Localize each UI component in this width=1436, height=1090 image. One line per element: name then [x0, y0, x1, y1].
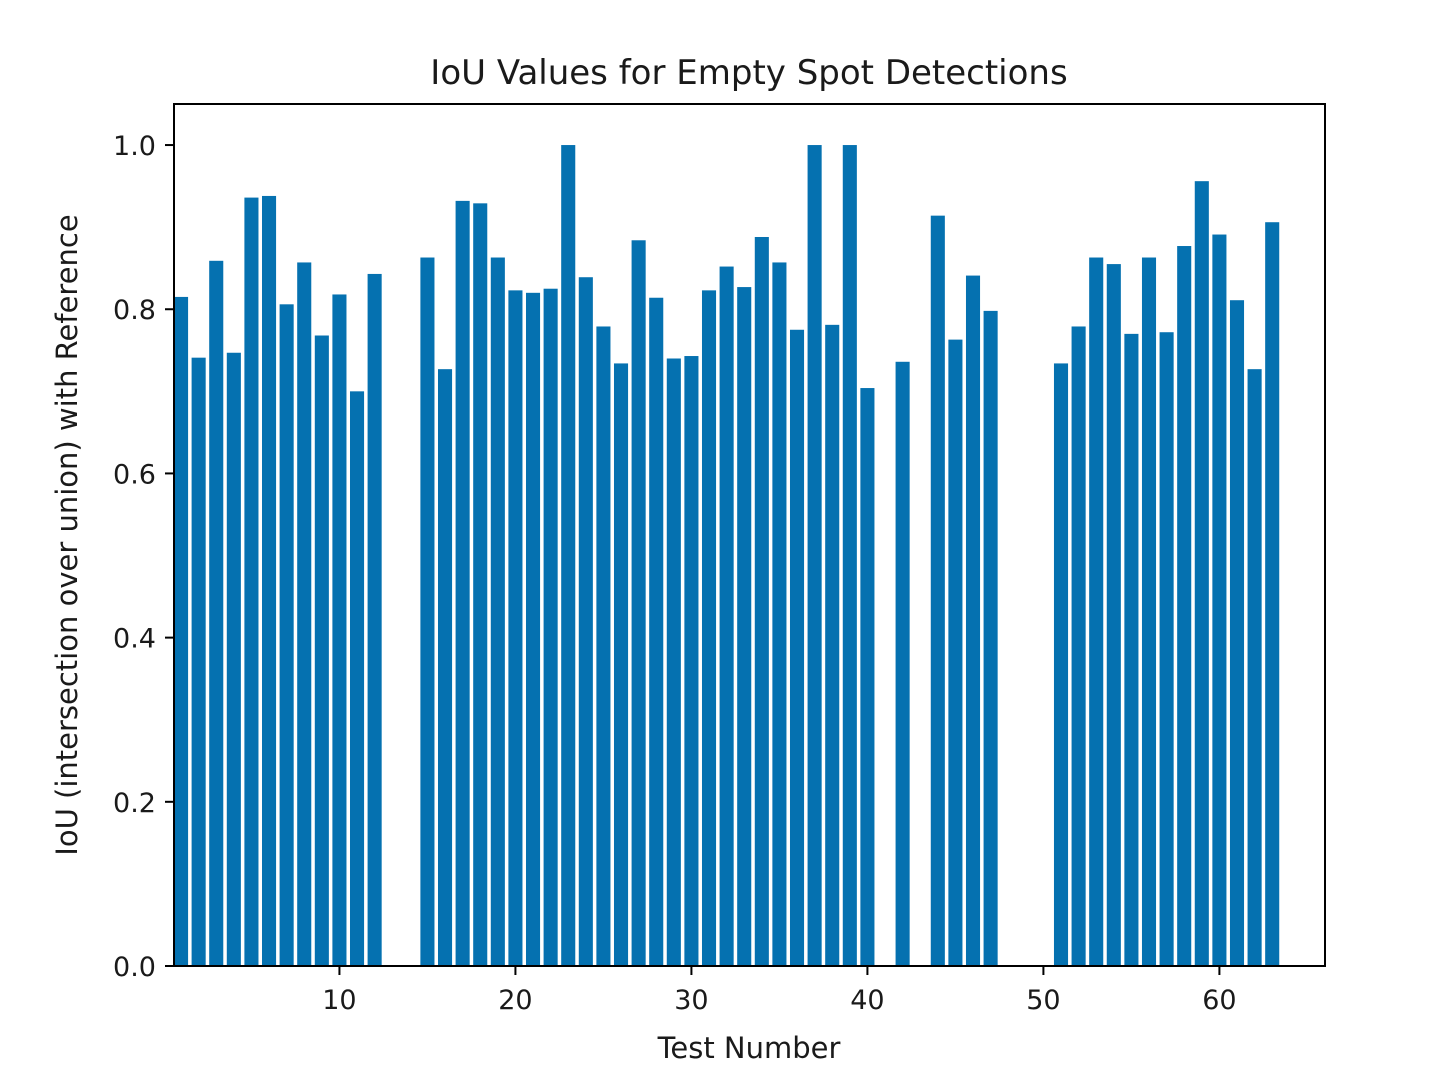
y-tick-label: 1.0: [113, 131, 156, 162]
bar-test-8: [297, 262, 312, 966]
chart-title: IoU Values for Empty Spot Detections: [430, 53, 1067, 93]
bar-test-26: [613, 363, 629, 966]
bar-test-30: [684, 356, 699, 967]
bar-test-21: [525, 292, 541, 966]
bar-test-53: [1089, 257, 1104, 967]
bar-test-52: [1071, 326, 1086, 966]
bar-test-12: [367, 273, 382, 966]
bar-test-15: [420, 257, 435, 967]
bar-test-35: [772, 262, 787, 966]
bar-test-58: [1177, 246, 1192, 966]
bar-test-62: [1247, 369, 1262, 967]
plot-frame: [173, 103, 1326, 967]
bar-test-3: [209, 260, 224, 967]
bar-test-57: [1159, 332, 1174, 967]
bar-test-55: [1124, 333, 1139, 966]
bar-test-29: [666, 358, 681, 966]
x-tick-label: 20: [498, 985, 532, 1016]
bar-test-39: [842, 145, 857, 967]
y-axis-ticks: 0.0 0.2 0.4 0.6 0.8 1.0: [113, 131, 174, 983]
bar-test-11: [349, 391, 365, 966]
bar-test-7: [279, 304, 294, 966]
x-tick-label: 40: [850, 985, 884, 1016]
y-axis-label: IoU (intersection over union) with Refer…: [50, 214, 84, 855]
bar-test-42: [895, 361, 910, 966]
bar-test-16: [437, 369, 453, 967]
bar-test-59: [1194, 181, 1209, 966]
bar-test-56: [1141, 257, 1157, 967]
bar-test-25: [596, 326, 611, 966]
bar-test-60: [1212, 234, 1227, 966]
bars-group: [174, 145, 1280, 967]
bar-test-27: [631, 240, 646, 967]
bar-test-28: [649, 297, 664, 966]
bar-test-40: [860, 388, 875, 966]
x-axis-ticks: 10 20 30 40 50 60: [322, 966, 1237, 1016]
bar-test-47: [983, 310, 998, 966]
bar-test-51: [1053, 363, 1069, 966]
bar-test-31: [701, 290, 717, 966]
y-tick-label: 0.4: [113, 624, 156, 655]
bar-test-10: [332, 294, 347, 966]
bar-test-19: [490, 257, 505, 967]
bar-test-17: [455, 200, 470, 966]
bar-test-18: [473, 203, 488, 967]
bar-test-5: [244, 197, 259, 967]
bar-test-63: [1265, 222, 1280, 966]
x-tick-label: 50: [1026, 985, 1060, 1016]
x-axis-label: Test Number: [657, 1031, 841, 1065]
bar-test-33: [737, 287, 752, 966]
bar-test-22: [543, 288, 558, 966]
bar-test-38: [825, 324, 840, 966]
bar-test-32: [719, 266, 734, 966]
y-tick-label: 0.0: [113, 952, 156, 983]
bar-test-37: [807, 145, 822, 967]
x-tick-label: 10: [322, 985, 356, 1016]
bar-test-45: [948, 339, 963, 966]
bar-test-4: [226, 352, 241, 967]
y-tick-label: 0.8: [113, 295, 156, 326]
bar-test-6: [261, 195, 277, 967]
bar-test-1: [174, 296, 189, 966]
y-tick-label: 0.6: [113, 459, 156, 490]
bar-test-23: [561, 145, 576, 967]
bar-test-44: [930, 215, 945, 966]
bar-test-9: [314, 335, 329, 967]
x-tick-label: 30: [674, 985, 708, 1016]
bar-test-20: [508, 290, 523, 966]
bar-test-2: [191, 357, 206, 966]
bar-test-36: [789, 329, 805, 966]
bar-test-61: [1229, 300, 1245, 966]
bar-test-54: [1106, 264, 1121, 967]
y-tick-label: 0.2: [113, 788, 156, 819]
bar-test-34: [754, 236, 769, 967]
bar-test-24: [578, 277, 593, 966]
x-tick-label: 60: [1202, 985, 1236, 1016]
bar-test-46: [965, 275, 981, 966]
